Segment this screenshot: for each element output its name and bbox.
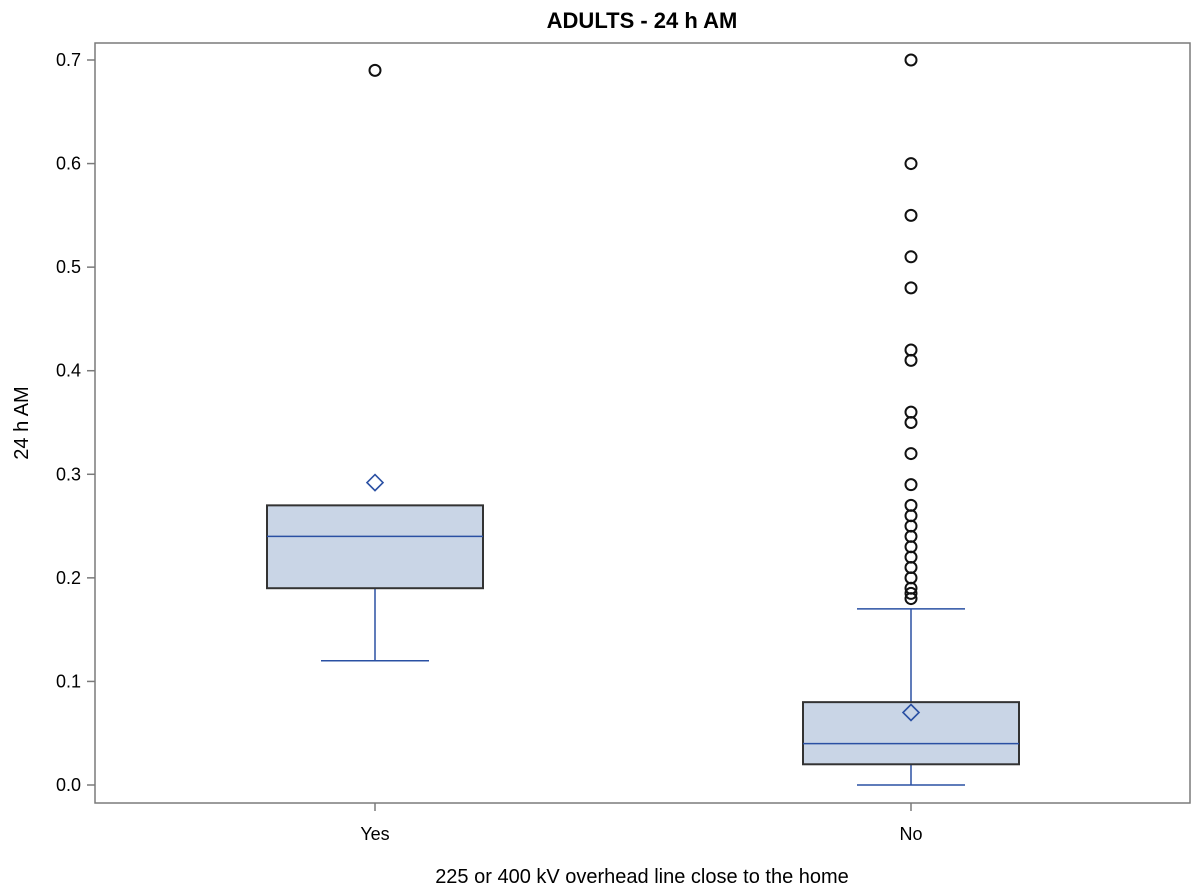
mean-marker <box>365 473 385 492</box>
outlier-point <box>904 561 918 574</box>
x-tick-label: No <box>899 824 922 844</box>
y-axis: 0.0 0.1 0.2 0.3 0.4 0.5 0.6 0.7 <box>56 50 95 795</box>
y-tick-label: 0.5 <box>56 257 81 277</box>
outlier-point <box>904 529 918 543</box>
outlier-point <box>904 416 918 429</box>
outlier-point <box>904 157 918 171</box>
outlier-point <box>904 343 918 357</box>
y-axis-label: 24 h AM <box>11 386 33 459</box>
boxes-layer <box>266 53 1020 786</box>
mean-marker <box>901 703 921 722</box>
outlier-point <box>904 250 918 264</box>
outlier-point <box>904 498 918 512</box>
outlier-point <box>368 63 382 77</box>
outlier-point <box>904 353 918 367</box>
outlier-point <box>904 405 918 419</box>
iqr-box <box>266 504 484 590</box>
y-tick-label: 0.6 <box>56 154 81 174</box>
box-group-yes <box>266 63 484 662</box>
y-tick-label: 0.2 <box>56 568 81 588</box>
plot-frame <box>94 42 1191 804</box>
outlier-point <box>904 53 918 67</box>
outlier-point <box>904 509 918 523</box>
outlier-point <box>904 208 918 222</box>
y-tick-label: 0.3 <box>56 464 81 484</box>
outlier-point <box>904 519 918 533</box>
outlier-point <box>904 447 918 461</box>
iqr-box <box>802 701 1020 766</box>
outlier-point <box>904 550 918 564</box>
outlier-point <box>904 540 918 554</box>
y-tick-label: 0.0 <box>56 775 81 795</box>
x-axis-label: 225 or 400 kV overhead line close to the… <box>435 866 849 888</box>
outlier-point <box>904 571 918 585</box>
chart-title: ADULTS - 24 h AM <box>547 8 738 33</box>
y-tick-label: 0.7 <box>56 50 81 70</box>
y-tick-label: 0.1 <box>56 671 81 691</box>
box-group-no <box>802 53 1020 786</box>
x-axis: Yes No <box>360 803 923 844</box>
outlier-point <box>904 586 918 600</box>
x-tick-label: Yes <box>360 824 389 844</box>
y-tick-label: 0.4 <box>56 361 81 381</box>
outlier-point <box>904 478 918 492</box>
outlier-point <box>904 281 918 295</box>
